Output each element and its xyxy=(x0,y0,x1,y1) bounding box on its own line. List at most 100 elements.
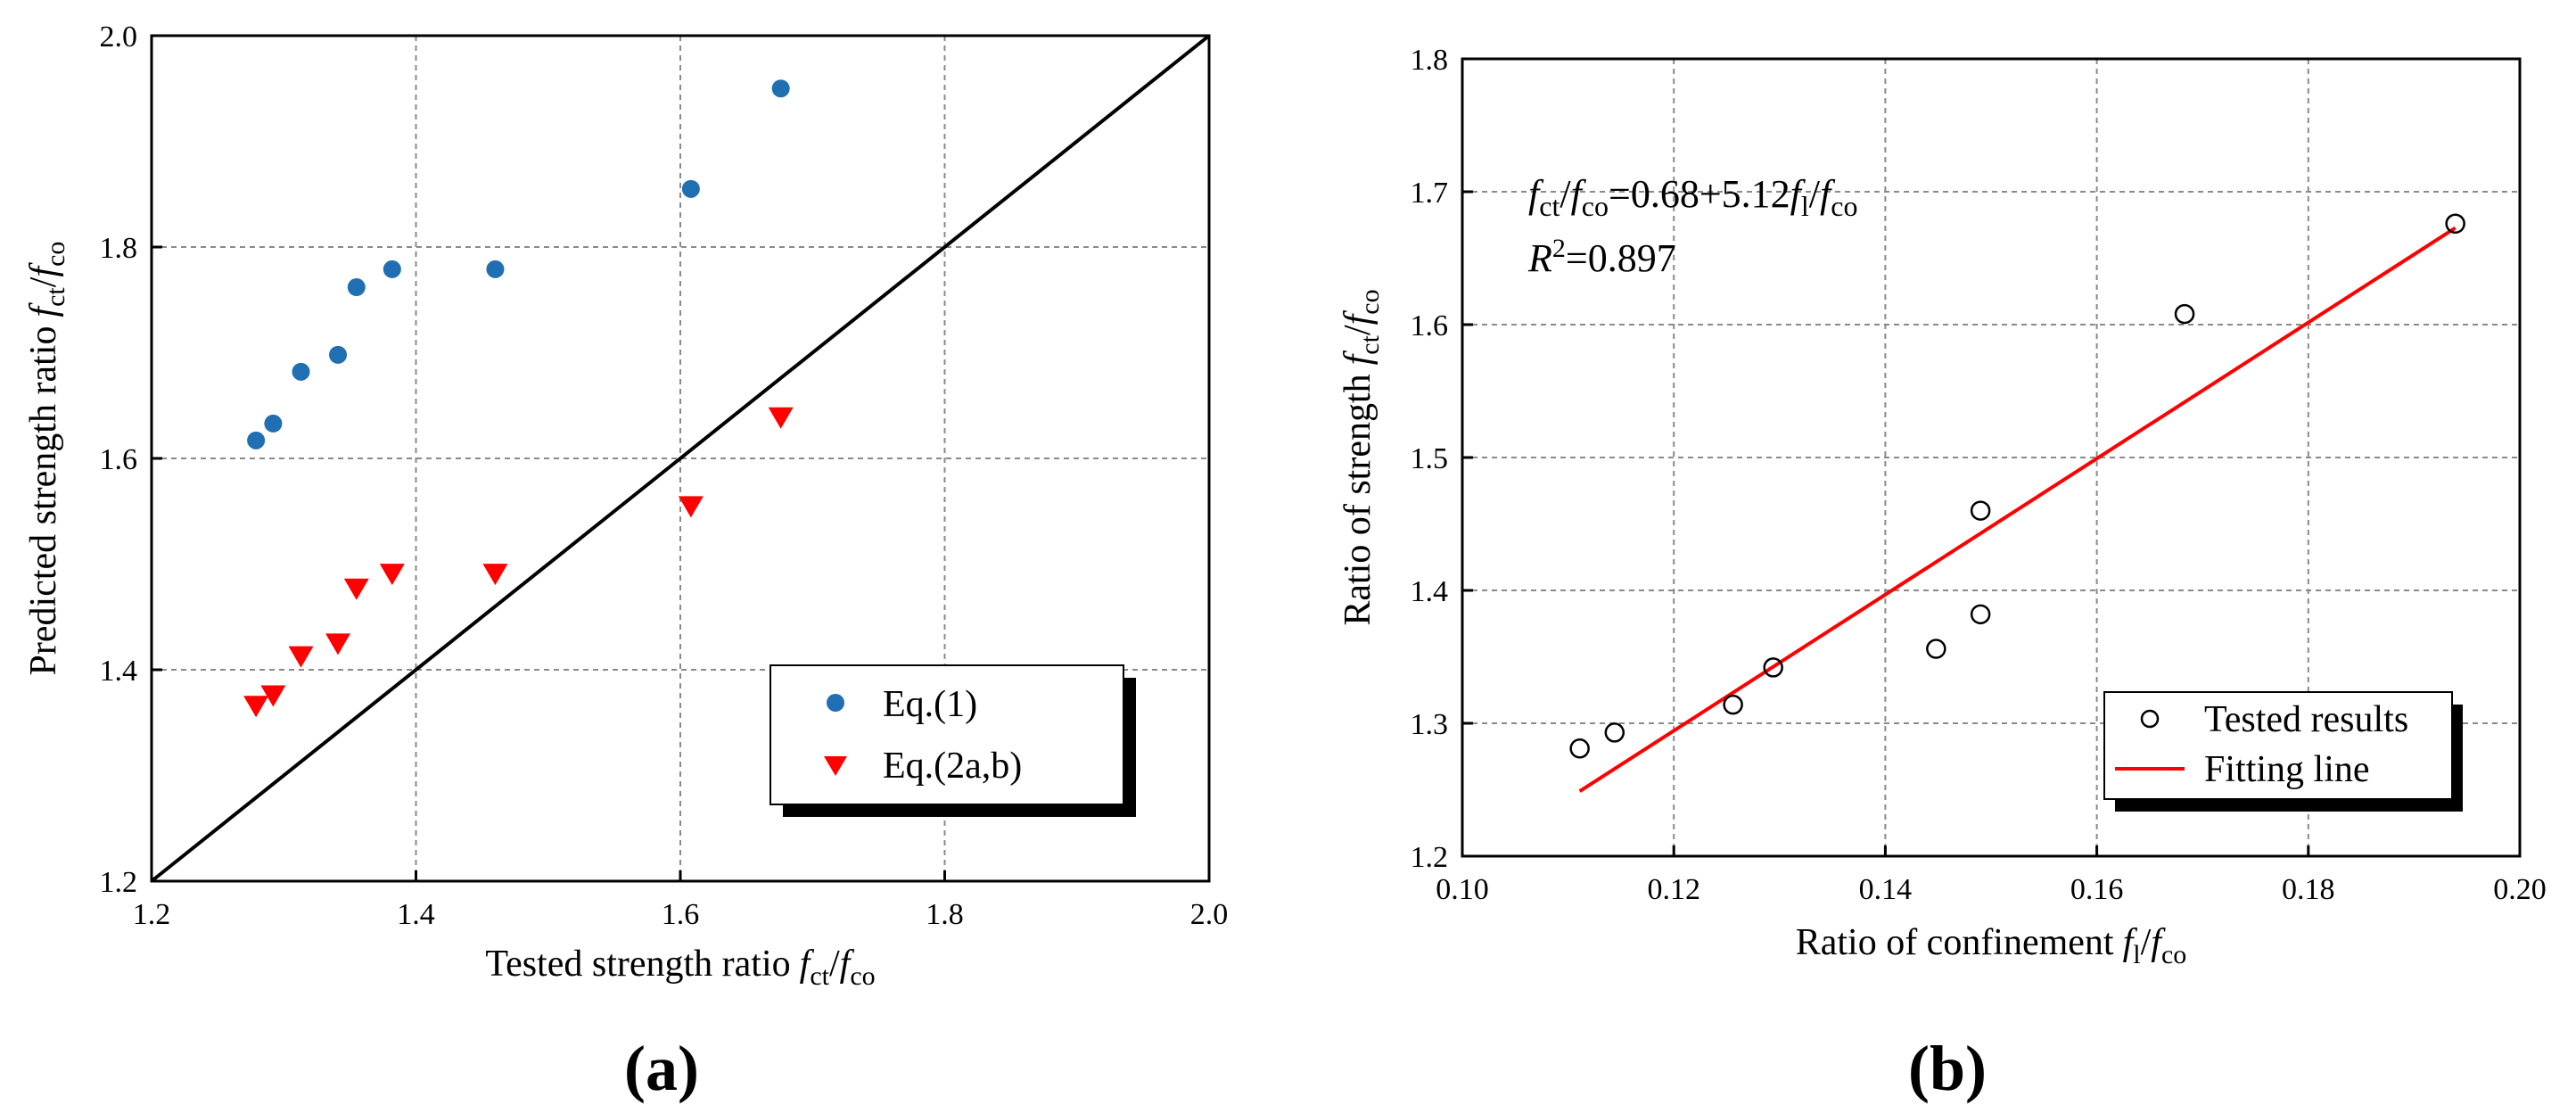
panel-a-legend-marker-eq2 xyxy=(824,756,847,776)
panel-b-grid xyxy=(1462,59,2520,856)
eq1-point xyxy=(486,260,505,278)
panel-b-y-tick-label: 1.8 xyxy=(1411,44,1449,77)
panel-b-legend-marker-tested xyxy=(2140,709,2160,729)
panel-a-y-ratio-s1: ct xyxy=(41,287,70,307)
panel-a-y-ratio-s2: co xyxy=(41,242,70,267)
tested-result-point xyxy=(2174,303,2195,325)
eq2-point xyxy=(325,633,351,655)
panel-b-eq-rhs: =0.68+5.12 xyxy=(1609,172,1790,216)
panel-a-label: (a) xyxy=(624,1033,699,1104)
panel-b-x-ratio-s1: l xyxy=(2133,940,2140,969)
panel-a-x-tick-label: 1.8 xyxy=(926,898,964,931)
panel-b-r-squared: R2=0.897 xyxy=(1527,234,1676,280)
panel-a-chart: 1.2 1.4 1.6 1.8 2.0 1.2 1.4 1.6 1.8 2.0 Eq.(1) Eq… xyxy=(23,21,1228,1104)
panel-b-y-ratio-s1: ct xyxy=(1355,334,1385,354)
eq1-point xyxy=(681,179,700,198)
eq2-point xyxy=(260,685,286,707)
panel-a-ticks: 1.2 1.4 1.6 1.8 2.0 1.2 1.4 1.6 1.8 2.0 xyxy=(100,21,1229,931)
eq1-point xyxy=(771,79,790,98)
panel-a-y-ratio-slash: / xyxy=(23,276,64,287)
panel-a-y-tick-label: 1.4 xyxy=(100,655,138,688)
panel-a-x-ratio-slash: / xyxy=(829,944,840,985)
panel-b-equation: fct/fco=0.68+5.12fl/fco xyxy=(1528,172,1857,222)
eq2-point xyxy=(482,564,508,586)
tested-result-point xyxy=(1926,639,1946,659)
panel-b-fitting-line xyxy=(1578,226,2457,793)
panel-a-x-tick-label: 2.0 xyxy=(1190,898,1229,931)
panel-b-eq-lhs-ct: ct xyxy=(1539,190,1560,222)
eq2-point xyxy=(678,496,704,518)
panel-a-y-tick-label: 1.2 xyxy=(100,866,138,899)
tested-result-point xyxy=(1723,694,1743,715)
panel-b-r2-r: R xyxy=(1527,236,1552,280)
eq2-point xyxy=(243,696,269,718)
panel-b-legend: Tested results Fitting line xyxy=(2103,691,2463,812)
panel-a-y-axis-title-text: Predicted strength ratio xyxy=(23,326,64,676)
panel-a-x-tick-label: 1.6 xyxy=(662,898,700,931)
panel-b-x-tick-label: 0.18 xyxy=(2282,873,2335,906)
panel-a-x-axis-title: Tested strength ratio fct/fco xyxy=(485,944,875,991)
panel-b-label: (b) xyxy=(1908,1033,1987,1104)
panel-b-eq-rhs-l: l xyxy=(1801,190,1809,222)
panel-a-legend-label-eq1: Eq.(1) xyxy=(883,684,977,725)
eq1-point xyxy=(383,260,401,278)
eq1-point xyxy=(264,414,283,433)
panel-b-r2-value: =0.897 xyxy=(1566,236,1676,280)
panel-b-eq-rhs-co: co xyxy=(1831,190,1857,222)
panel-a-legend: Eq.(1) Eq.(2a,b) xyxy=(770,664,1136,817)
panel-b-eq-lhs-co: co xyxy=(1582,190,1609,222)
eq2-point xyxy=(288,646,314,668)
panel-a-reference-line xyxy=(150,34,1211,883)
tested-result-point xyxy=(1604,722,1625,743)
panel-a-y-tick-label: 1.8 xyxy=(100,232,138,265)
panel-b-y-tick-label: 1.4 xyxy=(1411,575,1449,608)
eq2-point xyxy=(343,578,369,600)
tested-result-point xyxy=(2445,213,2465,235)
panel-b-y-tick-label: 1.5 xyxy=(1411,442,1449,475)
eq2-point xyxy=(379,564,405,586)
panel-b-y-axis-title-text: Ratio of strength xyxy=(1337,374,1379,625)
tested-result-point xyxy=(1970,500,1991,521)
panel-a-legend-label-eq2: Eq.(2a,b) xyxy=(883,746,1022,787)
panel-b-x-tick-label: 0.14 xyxy=(1859,873,1913,906)
panel-a-y-tick-label: 2.0 xyxy=(100,21,138,54)
panel-b-chart: 0.10 0.12 0.14 0.16 0.18 0.20 1.2 1.3 1.4 1.5 1.6 1… xyxy=(1337,44,2547,1104)
panel-b-y-ratio-slash: / xyxy=(1337,325,1379,335)
panel-b-y-tick-label: 1.7 xyxy=(1411,177,1449,210)
eq1-point xyxy=(247,431,266,449)
eq1-point xyxy=(347,278,366,297)
panel-b-legend-box xyxy=(2103,691,2453,800)
panel-a-x-ratio-s1: ct xyxy=(810,961,829,991)
panel-a-x-ratio-s2: co xyxy=(850,961,875,991)
panel-a-y-tick-label: 1.6 xyxy=(100,443,138,476)
panel-b-r2-sup: 2 xyxy=(1552,234,1566,263)
panel-b-x-ratio-s2: co xyxy=(2161,940,2186,969)
eq1-point xyxy=(292,362,310,381)
panel-a-x-tick-label: 1.2 xyxy=(133,898,171,931)
panel-b-points xyxy=(1569,213,2465,759)
panel-b-eq-rhs-slash: / xyxy=(1809,172,1821,216)
panel-b-eq-slash: / xyxy=(1560,172,1571,216)
panel-b-y-ratio-s2: co xyxy=(1355,289,1385,314)
panel-a-points xyxy=(243,79,794,718)
panel-b-legend-label-fit: Fitting line xyxy=(2204,749,2370,790)
panel-a-y-axis-title: Predicted strength ratiofct/fco xyxy=(23,242,70,676)
eq2-point xyxy=(768,407,794,429)
tested-result-point xyxy=(1970,604,1991,625)
eq1-point xyxy=(329,345,348,364)
panel-a-x-axis-title-text: Tested strength ratio xyxy=(485,944,790,985)
panel-a-legend-marker-eq1 xyxy=(827,694,844,712)
panel-b-x-ratio-slash: / xyxy=(2141,922,2152,963)
panel-b-y-tick-label: 1.2 xyxy=(1411,841,1449,874)
panel-b-x-tick-label: 0.12 xyxy=(1647,873,1700,906)
tested-result-point xyxy=(1569,738,1590,759)
panel-a-legend-box xyxy=(770,664,1124,805)
panel-b-y-tick-label: 1.3 xyxy=(1411,708,1449,741)
panel-a-x-tick-label: 1.4 xyxy=(397,898,435,931)
tested-result-point xyxy=(1763,657,1783,678)
panel-b-x-tick-label: 0.16 xyxy=(2070,873,2124,906)
panel-b-x-axis-title-text: Ratio of confinement xyxy=(1796,922,2114,963)
panel-b-fit-line-group xyxy=(1578,226,2457,793)
panel-b-x-axis-title: Ratio of confinement fl/fco xyxy=(1796,922,2187,969)
